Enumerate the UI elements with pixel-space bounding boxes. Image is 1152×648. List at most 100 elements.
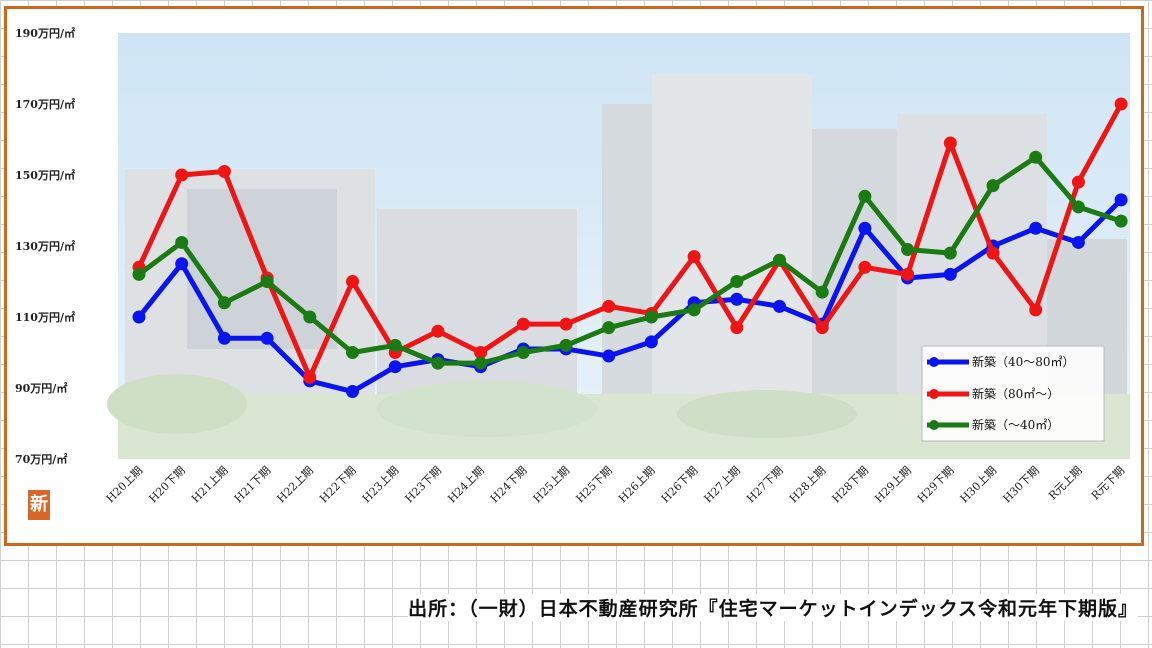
data-point-series-2 [1071,175,1085,189]
y-tick-label: 70万円/㎡ [15,452,67,466]
series-line-3 [137,154,1122,366]
legend-marker-3 [929,420,939,430]
data-point-series-3 [687,303,701,317]
data-point-series-2 [217,164,231,178]
x-tick-label: H22上期 [274,464,315,505]
x-tick-label: H25下期 [573,464,614,505]
data-point-series-2 [901,267,915,281]
x-tick-label: H20上期 [104,464,145,505]
data-point-series-1 [602,349,616,363]
data-point-series-3 [516,346,530,359]
chart-frame: 70万円/㎡ 90万円/㎡ 110万円/㎡ 130万円/㎡ 150万円/㎡ 170万円/㎡… [4,6,1144,546]
y-tick-label: 90万円/㎡ [15,381,67,395]
x-tick-label: H30下期 [1000,464,1041,505]
series-lines [132,97,1128,399]
data-point-series-3 [730,275,744,288]
x-tick-label: H20下期 [146,464,187,505]
data-point-series-2 [687,250,701,264]
legend-label-1: 新築（40～80㎡） [972,354,1075,369]
data-point-series-1 [773,299,786,313]
data-point-series-1 [1071,235,1085,249]
x-tick-label: H26上期 [616,464,657,505]
data-point-series-2 [602,299,616,313]
data-point-series-3 [431,356,445,370]
x-tick-label: H21上期 [189,464,230,505]
data-point-series-3 [217,296,231,310]
data-point-series-1 [217,331,231,345]
line-chart: 70万円/㎡ 90万円/㎡ 110万円/㎡ 130万円/㎡ 150万円/㎡ 170万円/㎡… [15,26,1130,505]
data-point-series-2 [175,168,189,182]
series-line-1 [137,198,1123,395]
x-tick-label: H21下期 [232,464,273,505]
data-point-series-1 [132,310,146,324]
x-tick-label: H29下期 [915,464,956,505]
y-tick-label: 170万円/㎡ [15,97,75,111]
data-point-series-3 [346,346,359,359]
data-point-series-2 [474,346,488,359]
x-tick-label: H24下期 [488,464,529,505]
x-tick-label: H27下期 [744,464,785,505]
x-tick-label: H23下期 [403,464,444,505]
x-tick-label: H22下期 [317,464,358,505]
data-point-series-2 [346,275,359,288]
data-point-series-1 [943,267,957,281]
data-point-series-2 [516,317,530,331]
data-point-series-2 [858,260,872,274]
data-point-series-1 [1114,193,1128,207]
data-point-series-3 [602,321,616,335]
data-point-series-1 [644,335,658,349]
data-point-series-2 [1029,303,1043,317]
legend-marker-1 [929,357,939,367]
data-point-series-1 [346,385,359,399]
x-tick-label: H26下期 [659,464,700,505]
data-point-series-3 [858,189,872,203]
data-point-series-3 [986,179,1000,193]
data-point-series-2 [1114,97,1128,111]
data-point-series-1 [260,331,274,345]
data-point-series-3 [943,246,957,260]
data-point-series-1 [175,257,189,271]
data-point-series-3 [901,243,915,257]
x-tick-label: H27上期 [701,464,742,505]
y-tick-label: 190万円/㎡ [15,26,75,40]
legend-label-3: 新築（～40㎡） [972,417,1059,432]
x-tick-label: H25上期 [531,464,572,505]
y-tick-label: 150万円/㎡ [15,168,75,182]
data-point-series-2 [303,370,317,384]
series-line-2 [136,102,1124,380]
y-tick-label: 130万円/㎡ [15,239,75,253]
data-point-series-2 [559,317,573,331]
new-badge-icon: 新 [28,490,50,520]
x-tick-label: H30上期 [958,464,999,505]
data-point-series-1 [1029,221,1043,235]
data-point-series-2 [943,136,957,150]
y-tick-label: 110万円/㎡ [15,310,75,324]
data-point-series-3 [559,338,573,352]
legend-label-2: 新築（80㎡～） [972,386,1059,401]
x-tick-label: H28下期 [830,464,871,505]
data-point-series-3 [474,356,488,370]
data-point-series-3 [1029,150,1043,164]
legend-marker-2 [929,389,939,399]
data-point-series-3 [132,267,146,281]
data-point-series-2 [431,324,445,338]
data-point-series-2 [986,246,1000,260]
data-point-series-3 [1114,214,1128,228]
data-point-series-3 [644,310,658,324]
data-point-series-1 [730,292,744,306]
x-tick-label: H29上期 [872,464,913,505]
source-caption: 出所：（一財）日本不動産研究所『住宅マーケットインデックス令和元年下期版』 [408,594,1138,621]
data-point-series-3 [815,285,829,299]
data-point-series-2 [730,321,744,335]
data-point-series-3 [303,310,317,324]
data-point-series-2 [815,321,829,335]
x-tick-label: R元下期 [1089,464,1127,502]
data-point-series-3 [260,275,274,288]
x-tick-label: R元上期 [1046,464,1084,502]
data-point-series-1 [858,221,872,235]
data-point-series-3 [773,253,786,267]
data-point-series-1 [388,360,402,374]
x-tick-label: H28上期 [787,464,828,505]
data-point-series-3 [175,235,189,249]
data-point-series-3 [388,338,402,352]
